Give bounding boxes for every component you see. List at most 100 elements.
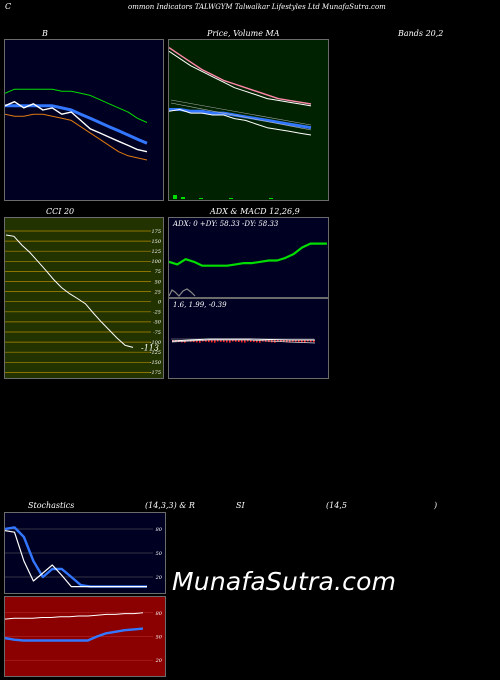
macd-histogram-bar (205, 340, 207, 342)
stochastics-panel: 80 50 20 (4, 512, 166, 594)
cci-tick-label: -25 (153, 310, 161, 316)
rsi-panel: 80 50 20 (4, 596, 166, 677)
macd-histogram-bar (223, 340, 225, 343)
cci-tick-label: 0 (158, 300, 162, 306)
label-stoch-d: (14,5 (326, 501, 347, 510)
macd-histogram-bar (214, 340, 216, 343)
macd-histogram-bar (208, 340, 210, 343)
price-volume-ma-series-pink-line (169, 47, 312, 105)
cci-tick-label: -100 (150, 340, 162, 346)
macd-text: 1.6, 1.99, -0.39 (173, 301, 227, 309)
header-c: C (5, 2, 12, 11)
cci-tick-label: 150 (151, 239, 161, 245)
macd-histogram-bar (253, 340, 255, 343)
macd-histogram-bar (244, 340, 246, 343)
adx-panel: ADX: 0 +DY: 58.33 -DY: 58.33 (168, 217, 329, 298)
label-stoch-e: ) (434, 501, 438, 510)
macd-histogram-bar (229, 340, 231, 343)
macd-histogram-bar (283, 340, 285, 343)
macd-svg (171, 338, 316, 344)
watermark: MunafaSutra.com (172, 567, 397, 596)
cci-tick-label: -150 (150, 360, 162, 366)
price-svg (169, 47, 312, 199)
rsi-tick-label: 80 (156, 611, 163, 617)
cci-tick-label: 75 (155, 269, 161, 275)
cci-tick-label: -50 (153, 320, 162, 326)
macd-panel: 1.6, 1.99, -0.39 (168, 298, 329, 379)
price-panel (168, 39, 329, 201)
label-stoch-a: Stochastics (28, 501, 75, 510)
bollinger-panel (4, 39, 164, 201)
macd-histogram-bar (217, 340, 219, 342)
macd-histogram-bar (247, 340, 249, 342)
label-cci: CCI 20 (46, 207, 75, 216)
cci-svg: 175 150 125 100 75 50 25 0 -25 -50 -75 -100 -125 -150… (5, 229, 162, 376)
macd-histogram-bar (289, 340, 291, 343)
label-stoch-c: SI (236, 501, 245, 510)
volume-bar (229, 198, 233, 199)
stoch-tick-label: 20 (155, 575, 163, 581)
macd-histogram-bar (259, 340, 261, 343)
adx-series-green-line (169, 242, 327, 267)
macd-histogram-bar (313, 340, 315, 343)
label-adx-macd: ADX & MACD 12,26,9 (210, 207, 300, 216)
bollinger-bands-series-white-line (5, 101, 148, 153)
price-volume-ma-series-white-line (169, 109, 312, 136)
price-volume-ma-series-blue-line (169, 108, 312, 130)
rsi-series-white-line (5, 612, 144, 620)
macd-histogram-bar (238, 340, 240, 343)
macd-histogram-bar (280, 340, 282, 342)
macd-histogram-bar (256, 340, 258, 343)
macd-histogram-bar (232, 340, 234, 342)
stochastics-series-white-line (5, 530, 147, 588)
macd-histogram-bar (235, 340, 237, 342)
rsi-tick-label: 20 (155, 658, 163, 664)
cci-tick-label: 50 (155, 279, 162, 285)
macd-histogram-bar (199, 340, 201, 343)
label-stoch-b: (14,3,3) & R (145, 501, 195, 510)
macd-histogram-bar (196, 340, 198, 343)
cci-tick-label: -125 (150, 350, 161, 356)
cci-value-label: -113 (141, 343, 159, 352)
label-bands: Bands 20,2 (398, 29, 444, 38)
macd-histogram-bar (226, 340, 228, 343)
price-ma-line-grey-2 (170, 102, 312, 131)
rsi-series-blue-line (5, 627, 144, 642)
cci-tick-label: -75 (153, 330, 161, 336)
cci-tick-label: 125 (151, 249, 161, 255)
macd-histogram-bar (301, 340, 303, 343)
bollinger-bands-series-green-line (5, 88, 148, 123)
cci-line (5, 234, 134, 348)
volume-bar (269, 198, 273, 199)
price-ma-line-grey (170, 99, 312, 126)
macd-histogram-bar (250, 340, 252, 342)
stochastics-svg: 80 50 20 (5, 526, 163, 588)
bollinger-bands-series-orange-line (5, 113, 148, 161)
macd-histogram-bar (202, 340, 204, 342)
cci-panel: 175 150 125 100 75 50 25 0 -25 -50 -75 -100 -125 -150… (4, 217, 164, 379)
macd-histogram-bar (298, 340, 300, 343)
rsi-tick-label: 50 (156, 635, 163, 641)
macd-histogram-bar (307, 340, 309, 342)
macd-histogram-bar (286, 340, 288, 343)
macd-line (171, 338, 315, 342)
macd-histogram-bar (277, 340, 279, 342)
stoch-tick-label: 80 (156, 527, 163, 533)
macd-histogram-bar (295, 340, 297, 342)
cci-tick-label: 100 (151, 259, 161, 265)
macd-histogram-bar (241, 340, 243, 343)
volume-bar (181, 197, 185, 199)
stochastics-series-blue-line (5, 526, 147, 588)
adx-dy-line (169, 288, 196, 297)
macd-histogram-bar (292, 340, 294, 342)
macd-signal-line (171, 339, 316, 344)
adx-text: ADX: 0 +DY: 58.33 -DY: 58.33 (173, 220, 279, 228)
macd-histogram-bar (211, 340, 213, 343)
macd-histogram-bar (304, 340, 306, 343)
volume-bar (173, 195, 177, 199)
adx-svg (169, 242, 327, 297)
volume-bar (199, 198, 203, 199)
label-price-ma: Price, Volume MA (207, 29, 280, 38)
macd-histogram-bar (187, 340, 189, 342)
cci-tick-label: 25 (154, 289, 161, 295)
